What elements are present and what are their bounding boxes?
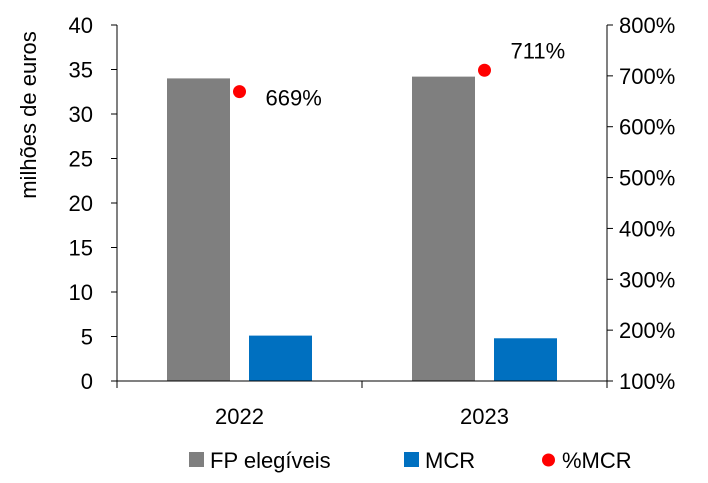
legend-marker [542,453,555,467]
left-tick-label: 35 [69,58,93,83]
bar-fp-eleg-veis [412,76,475,382]
point-label: 711% [511,38,566,63]
right-tick-label: 100% [619,369,675,394]
right-axis-ticks: 100% 200% 300% 400% 500% 600% 700% 800% [607,13,675,394]
left-tick-label: 0 [81,369,93,394]
right-tick-label: 700% [619,64,675,89]
legend-label: MCR [425,448,475,473]
legend-label: FP elegíveis [210,448,331,473]
legend: FP elegíveis MCR %MCR [189,448,632,473]
bars [167,76,557,382]
left-tick-label: 5 [81,325,93,350]
x-tick-label: 2022 [215,404,264,429]
y-axis-label: milhões de euros [16,31,41,199]
right-tick-label: 500% [619,166,675,191]
bar-mcr [249,335,312,381]
bar-mcr [494,338,557,381]
left-axis-ticks: 0 5 10 15 20 25 30 35 40 [69,13,117,394]
right-tick-label: 200% [619,318,675,343]
x-axis-ticks: 2022 2023 [116,381,608,429]
left-tick-label: 10 [69,280,93,305]
left-tick-label: 40 [69,13,93,38]
right-tick-label: 800% [619,13,675,38]
left-tick-label: 20 [69,191,93,216]
point-mcr-ratio [233,85,246,99]
legend-swatch [404,452,419,467]
right-tick-label: 300% [619,267,675,292]
y-axis-title: milhões de euros [16,31,41,199]
bar-fp-eleg-veis [167,78,230,382]
point-label: 669% [266,86,322,111]
points: 669% 711% [233,38,566,111]
legend-swatch [189,452,204,467]
left-tick-label: 30 [69,102,93,127]
left-tick-label: 15 [69,236,93,261]
x-tick-label: 2023 [460,404,509,429]
legend-label: %MCR [562,448,632,473]
right-tick-label: 400% [619,216,675,241]
left-tick-label: 25 [69,147,93,172]
right-tick-label: 600% [619,115,675,140]
point-mcr-ratio [478,63,491,77]
